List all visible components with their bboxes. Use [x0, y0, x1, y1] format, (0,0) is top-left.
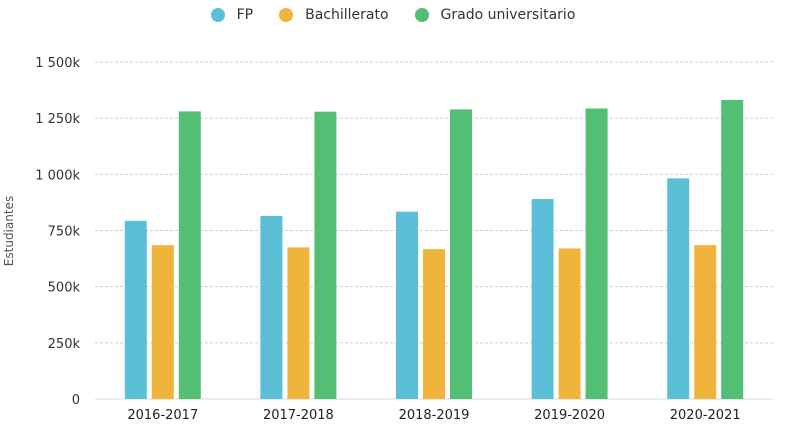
bar-bachillerato-2017-2018[interactable]	[287, 247, 310, 399]
x-tick-label: 2016-2017	[127, 408, 198, 423]
bar-bachillerato-2018-2019[interactable]	[423, 249, 445, 399]
bar-fp-2016-2017[interactable]	[124, 220, 147, 399]
legend-item-bachillerato[interactable]: Bachillerato	[279, 7, 389, 23]
bar-fp-2018-2019[interactable]	[396, 211, 418, 399]
y-tick-label: 750k	[48, 225, 81, 240]
bar-bachillerato-2020-2021[interactable]	[694, 245, 717, 399]
bar-bachillerato-2016-2017[interactable]	[151, 245, 174, 399]
bar-grado-universitario-2020-2021[interactable]	[721, 99, 744, 400]
bars	[124, 99, 744, 400]
bar-fp-2020-2021[interactable]	[667, 178, 690, 399]
y-tick-label: 500k	[48, 281, 81, 296]
bar-bachillerato-2019-2020[interactable]	[558, 248, 581, 399]
bar-fp-2017-2018[interactable]	[260, 215, 283, 399]
y-axis-ticks: 0 250k 500k 750k 1 000k 1 250k 1 500k	[35, 56, 80, 408]
y-tick-label: 1 000k	[35, 168, 80, 183]
legend-swatch-bachillerato	[279, 8, 294, 22]
x-tick-label: 2019-2020	[534, 408, 605, 423]
bar-grado-universitario-2017-2018[interactable]	[314, 111, 337, 399]
y-tick-label: 250k	[48, 337, 81, 352]
bar-grado-universitario-2019-2020[interactable]	[585, 108, 608, 400]
legend-item-grado[interactable]: Grado universitario	[414, 7, 576, 23]
bar-grado-universitario-2018-2019[interactable]	[450, 109, 472, 399]
x-tick-label: 2017-2018	[263, 408, 334, 423]
grid-lines	[95, 61, 773, 400]
y-axis-label: Estudiantes	[2, 196, 16, 266]
bar-grado-universitario-2016-2017[interactable]	[178, 111, 201, 399]
x-tick-label: 2020-2021	[670, 408, 741, 423]
bar-fp-2019-2020[interactable]	[531, 199, 554, 399]
y-tick-label: 1 500k	[35, 56, 80, 71]
legend-item-fp[interactable]: FP	[210, 7, 254, 23]
y-tick-label: 1 250k	[35, 112, 80, 127]
legend-swatch-fp	[210, 8, 225, 22]
x-tick-label: 2018-2019	[399, 408, 470, 423]
legend-swatch-grado	[414, 8, 429, 22]
legend-label-grado: Grado universitario	[440, 7, 576, 23]
x-axis-ticks: 2016-2017 2017-2018 2018-2019 2019-2020 2020…	[127, 408, 740, 423]
y-tick-label: 0	[72, 393, 80, 408]
legend-label-bachillerato: Bachillerato	[305, 7, 389, 23]
legend: FP Bachillerato Grado universitario	[0, 4, 786, 26]
legend-label-fp: FP	[236, 7, 254, 23]
